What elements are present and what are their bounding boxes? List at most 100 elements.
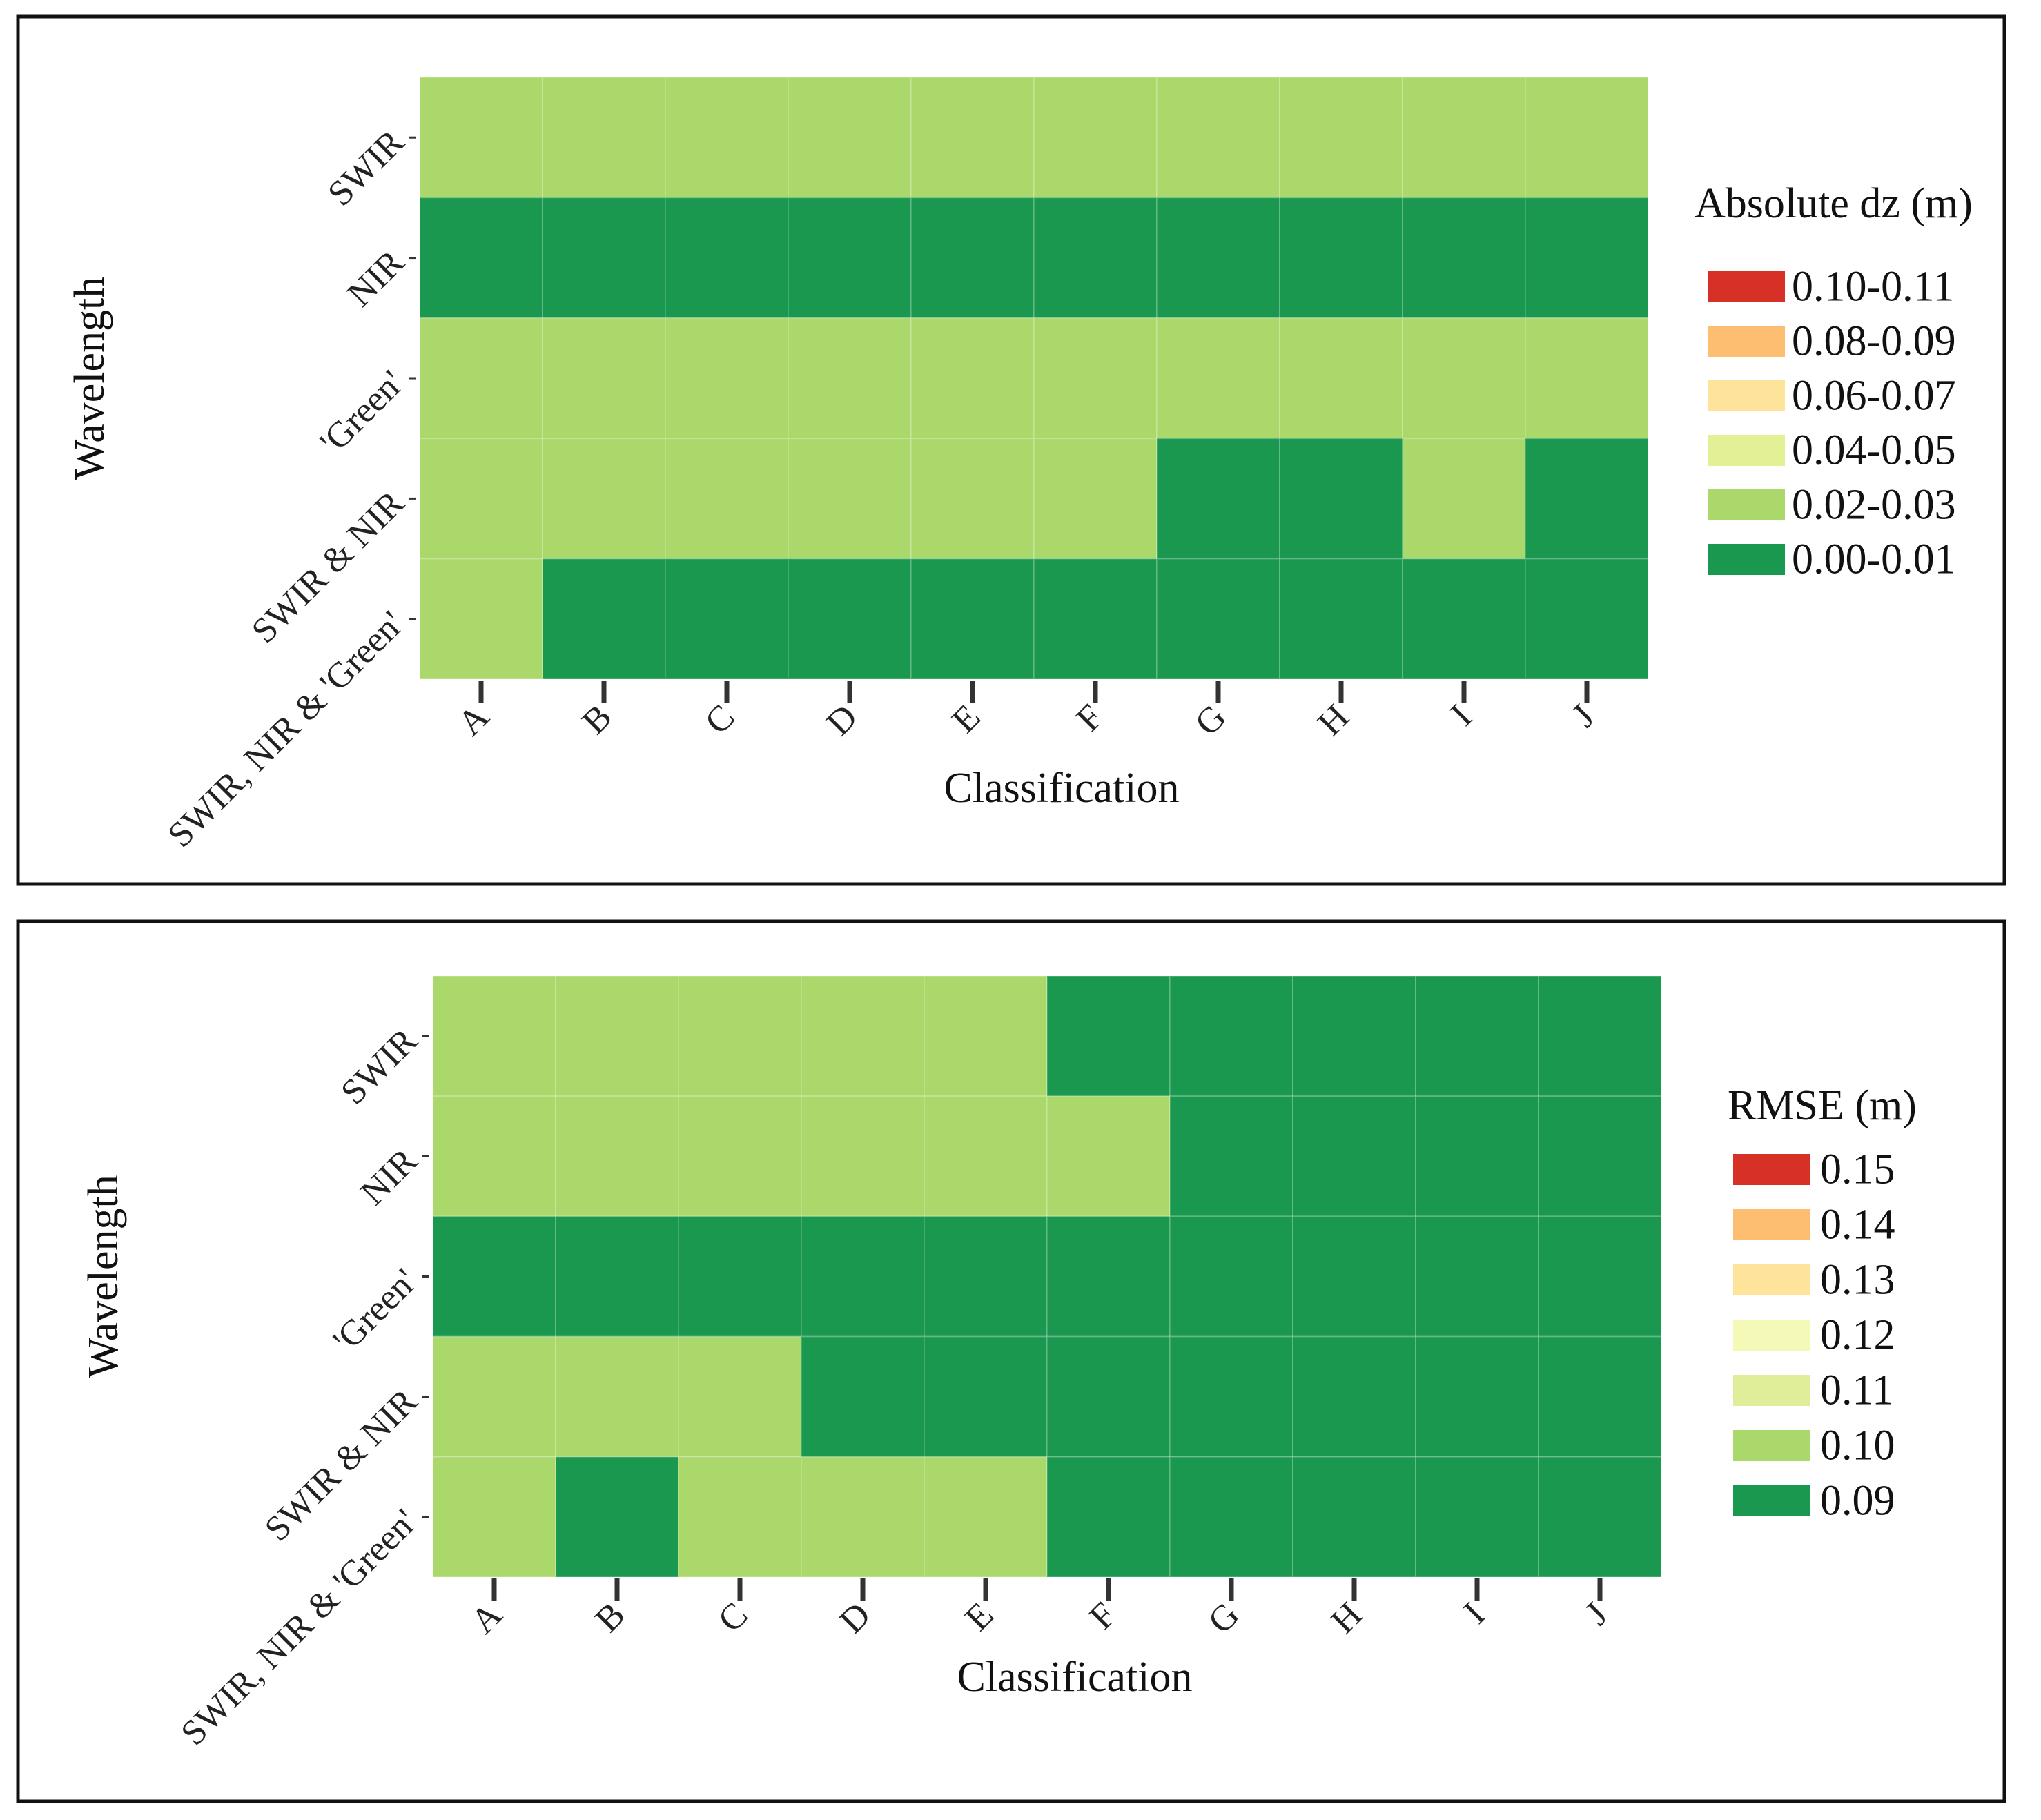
legend-label: 0.14 [1820,1202,1895,1249]
heatmap-cell [1402,77,1526,199]
heatmap-cell [1402,438,1526,560]
heatmap-cell [1046,1335,1171,1458]
heatmap-cell [432,1335,556,1458]
legend-label: 0.06-0.07 [1792,373,1956,420]
heatmap-cell [910,77,1035,199]
legend: RMSE (m) 0.15 0.14 0.13 0.12 0.11 0.10 0.09 [1728,1082,1917,1525]
heatmap-cell [419,558,543,680]
y-axis-title: Wavelength [80,1175,127,1378]
heatmap-cell [665,317,789,440]
heatmap-cell [788,197,912,319]
heatmap-cell [801,975,925,1097]
legend-label: 0.09 [1820,1478,1895,1525]
heatmap-cell [1279,558,1403,680]
heatmap-cell [1525,558,1649,680]
heatmap-cell [419,77,543,199]
heatmap-cell [1156,317,1280,440]
heatmap-cell [678,1095,802,1217]
heatmap-cell [432,1095,556,1217]
heatmap-cell [801,1095,925,1217]
legend-label: 0.10 [1820,1422,1895,1469]
heatmap-cell [1279,317,1403,440]
heatmap-cell [1415,1095,1539,1217]
heatmap-cell [665,558,789,680]
legend-label: 0.11 [1820,1367,1893,1414]
heatmap-cell [432,975,556,1097]
panel-frame [16,919,2006,1803]
heatmap-cell [1415,1215,1539,1338]
heatmap-cell [1169,1215,1293,1338]
legend-swatch [1708,326,1785,357]
heatmap-cell [1033,438,1158,560]
legend-swatch [1733,1320,1810,1351]
heatmap-cell [1525,438,1649,560]
legend-label: 0.02-0.03 [1792,482,1956,529]
heatmap-cell [924,1456,1048,1578]
legend: Absolute dz (m) 0.10-0.11 0.08-0.09 0.06-0.… [1695,180,1973,583]
heatmap-cell [1292,1335,1416,1458]
heatmap-cell [1169,1095,1293,1217]
legend-swatch [1733,1209,1810,1240]
heatmap-cell [678,1456,802,1578]
heatmap-cell [1415,1456,1539,1578]
heatmap-cell [1279,77,1403,199]
legend-label: 0.12 [1820,1312,1895,1359]
heatmap-cell [1525,197,1649,319]
heatmap-cell [801,1335,925,1458]
heatmap-cell [1033,558,1158,680]
legend-label: 0.04-0.05 [1792,427,1956,474]
heatmap-cell [1169,1335,1293,1458]
heatmap-cell [924,1095,1048,1217]
heatmap-cell [419,438,543,560]
heatmap-cell [1415,975,1539,1097]
heatmap-cell [788,558,912,680]
heatmap-cell [665,77,789,199]
legend-label: 0.08-0.09 [1792,318,1956,365]
x-axis-title: Classification [957,1654,1193,1701]
heatmap-cell [1292,975,1416,1097]
heatmap-cell [1292,1095,1416,1217]
heatmap-cell [542,438,666,560]
heatmap-cell [1046,975,1171,1097]
heatmap-cell [665,438,789,560]
heatmap-cell [542,317,666,440]
heatmap-cell [419,317,543,440]
heatmap-cell [1292,1456,1416,1578]
legend-label: 0.13 [1820,1257,1895,1304]
legend-swatch [1708,380,1785,411]
y-axis-title: Wavelength [66,277,113,480]
heatmap-cell [1538,1456,1662,1578]
heatmap-cell [910,558,1035,680]
heatmap-cell [1538,1335,1662,1458]
heatmap-cells [432,975,1662,1578]
legend-swatch [1733,1264,1810,1295]
heatmap-cell [1156,197,1280,319]
heatmap-cell [1538,975,1662,1097]
legend-swatch [1708,544,1785,575]
heatmap-cell [788,77,912,199]
legend-title: RMSE (m) [1728,1082,1917,1129]
legend-label: 0.00-0.01 [1792,536,1956,583]
heatmap-cell [1156,77,1280,199]
heatmap-cell [1046,1095,1171,1217]
heatmap-cell [678,975,802,1097]
heatmap-cell [788,317,912,440]
heatmap-cell [1033,317,1158,440]
panel-frame [16,14,2006,886]
legend-swatch [1708,435,1785,466]
heatmap-cell [1292,1215,1416,1338]
heatmap-cell [542,558,666,680]
legend-label: 0.10-0.11 [1792,264,1954,311]
heatmap-cell [1538,1215,1662,1338]
x-axis-title: Classification [944,765,1180,812]
heatmap-cell [555,1095,679,1217]
heatmap-cell [924,975,1048,1097]
heatmap-cell [1156,558,1280,680]
heatmap-cell [555,1456,679,1578]
heatmap-cell [924,1215,1048,1338]
heatmap-cell [1169,975,1293,1097]
heatmap-cell [910,197,1035,319]
heatmap-cell [1156,438,1280,560]
